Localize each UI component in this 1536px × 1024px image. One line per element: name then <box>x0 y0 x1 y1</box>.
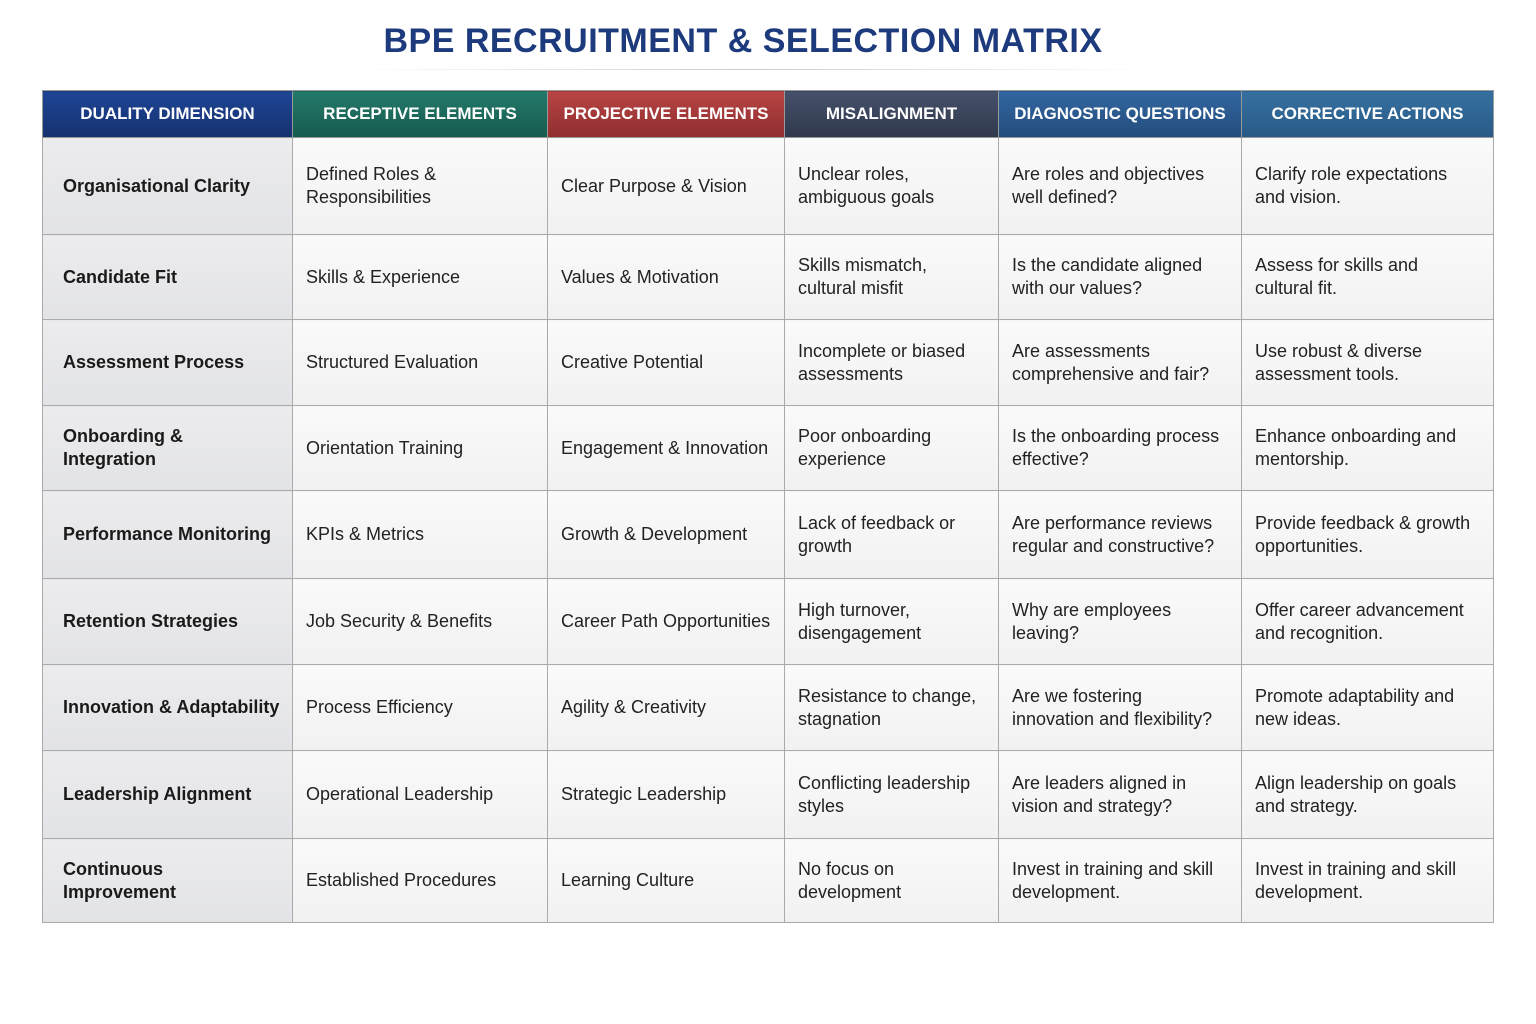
row-label: Leadership Alignment <box>42 750 293 839</box>
table-cell: Clear Purpose & Vision <box>547 137 785 235</box>
table-cell: Invest in training and skill development… <box>1241 838 1494 923</box>
table-cell: Use robust & diverse assessment tools. <box>1241 319 1494 406</box>
table-cell: Established Procedures <box>292 838 548 923</box>
table-row: Leadership Alignment Operational Leadersh… <box>42 750 1494 839</box>
table-cell: Why are employees leaving? <box>998 578 1242 665</box>
column-header: DIAGNOSTIC QUESTIONS <box>998 90 1242 138</box>
row-label: Candidate Fit <box>42 234 293 320</box>
column-header: RECEPTIVE ELEMENTS <box>292 90 548 138</box>
table-cell: Creative Potential <box>547 319 785 406</box>
table-cell: Engagement & Innovation <box>547 405 785 491</box>
table-cell: Are leaders aligned in vision and strate… <box>998 750 1242 839</box>
table-cell: Invest in training and skill development… <box>998 838 1242 923</box>
table-cell: Conflicting leadership styles <box>784 750 999 839</box>
row-label: Onboarding & Integration <box>42 405 293 491</box>
table-row: Assessment Process Structured Evaluation C… <box>42 319 1494 406</box>
table-cell: Values & Motivation <box>547 234 785 320</box>
table-cell: KPIs & Metrics <box>292 490 548 579</box>
table-cell: Orientation Training <box>292 405 548 491</box>
table-cell: Structured Evaluation <box>292 319 548 406</box>
table-row: Continuous Improvement Established Proced… <box>42 838 1494 923</box>
table-cell: Are performance reviews regular and cons… <box>998 490 1242 579</box>
table-body: Organisational Clarity Defined Roles & Re… <box>42 137 1494 923</box>
table-cell: Agility & Creativity <box>547 664 785 751</box>
table-row: Performance Monitoring KPIs & Metrics Grow… <box>42 490 1494 579</box>
table-cell: Skills mismatch, cultural misfit <box>784 234 999 320</box>
table-cell: Incomplete or biased assessments <box>784 319 999 406</box>
table-cell: No focus on development <box>784 838 999 923</box>
table-row: Innovation & Adaptability Process Efficie… <box>42 664 1494 751</box>
table-cell: Align leadership on goals and strategy. <box>1241 750 1494 839</box>
table-cell: Promote adaptability and new ideas. <box>1241 664 1494 751</box>
table-cell: Skills & Experience <box>292 234 548 320</box>
page-title: BPE RECRUITMENT & SELECTION MATRIX <box>383 22 1103 60</box>
table-cell: Growth & Development <box>547 490 785 579</box>
column-header: DUALITY DIMENSION <box>42 90 293 138</box>
table-cell: Resistance to change, stagnation <box>784 664 999 751</box>
table-cell: Enhance onboarding and mentorship. <box>1241 405 1494 491</box>
table-row: Organisational Clarity Defined Roles & Re… <box>42 137 1494 235</box>
table-cell: Poor onboarding experience <box>784 405 999 491</box>
table-cell: Job Security & Benefits <box>292 578 548 665</box>
matrix-table: DUALITY DIMENSION RECEPTIVE ELEMENTS PROJE… <box>42 90 1494 923</box>
table-cell: Are we fostering innovation and flexibil… <box>998 664 1242 751</box>
row-label: Innovation & Adaptability <box>42 664 293 751</box>
table-cell: Unclear roles, ambiguous goals <box>784 137 999 235</box>
row-label: Retention Strategies <box>42 578 293 665</box>
table-cell: Learning Culture <box>547 838 785 923</box>
table-cell: Strategic Leadership <box>547 750 785 839</box>
table-cell: Is the candidate aligned with our values… <box>998 234 1242 320</box>
table-cell: Offer career advancement and recognition… <box>1241 578 1494 665</box>
table-cell: Lack of feedback or growth <box>784 490 999 579</box>
table-row: Candidate Fit Skills & Experience Values &… <box>42 234 1494 320</box>
row-label: Assessment Process <box>42 319 293 406</box>
table-cell: Process Efficiency <box>292 664 548 751</box>
column-header: MISALIGNMENT <box>784 90 999 138</box>
table-row: Retention Strategies Job Security & Benef… <box>42 578 1494 665</box>
table-cell: Is the onboarding process effective? <box>998 405 1242 491</box>
row-label: Continuous Improvement <box>42 838 293 923</box>
table-cell: Defined Roles & Responsibilities <box>292 137 548 235</box>
table-cell: Provide feedback & growth opportunities. <box>1241 490 1494 579</box>
table-cell: Operational Leadership <box>292 750 548 839</box>
table-cell: Career Path Opportunities <box>547 578 785 665</box>
column-header: CORRECTIVE ACTIONS <box>1241 90 1494 138</box>
row-label: Performance Monitoring <box>42 490 293 579</box>
header-row: DUALITY DIMENSION RECEPTIVE ELEMENTS PROJE… <box>42 90 1494 138</box>
column-header: PROJECTIVE ELEMENTS <box>547 90 785 138</box>
table-cell: Clarify role expectations and vision. <box>1241 137 1494 235</box>
table-cell: Assess for skills and cultural fit. <box>1241 234 1494 320</box>
row-label: Organisational Clarity <box>42 137 293 235</box>
table-cell: Are assessments comprehensive and fair? <box>998 319 1242 406</box>
table-cell: Are roles and objectives well defined? <box>998 137 1242 235</box>
table-row: Onboarding & Integration Orientation Trai… <box>42 405 1494 491</box>
table-cell: High turnover, disengagement <box>784 578 999 665</box>
title-rule <box>350 69 1150 70</box>
